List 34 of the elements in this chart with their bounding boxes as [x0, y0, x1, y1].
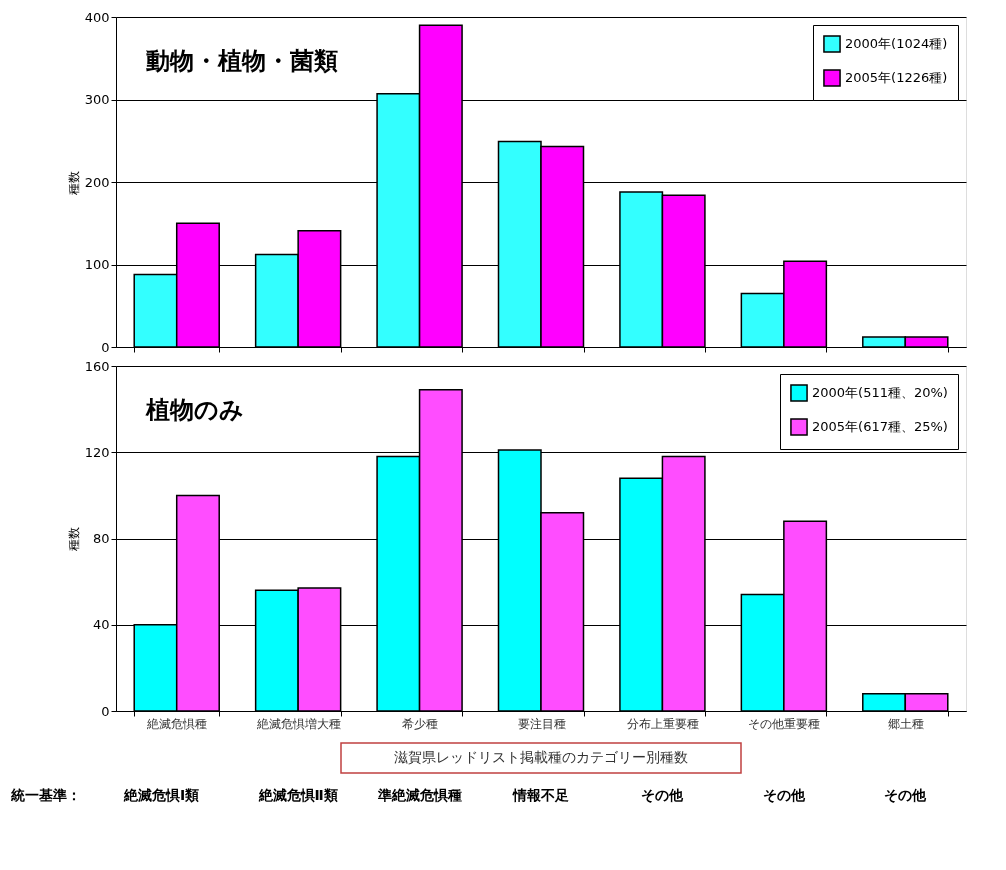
legend-label: 2005年(617種、25%)	[812, 419, 948, 434]
text: 絶滅危惧Ⅱ類	[257, 787, 338, 803]
y-tick-label: 80	[92, 531, 110, 546]
x-tick-label: 絶滅危惧増大種	[255, 716, 341, 731]
text: 動物・植物・菌類	[145, 47, 338, 75]
x-tick-label: その他重要種	[748, 716, 821, 731]
y-tick-label: 200	[84, 174, 110, 190]
y-tick-label: 100	[84, 257, 110, 272]
y-axis-title: 種数	[66, 170, 81, 195]
text: 植物のみ	[145, 396, 244, 424]
x-axis-title: 滋賀県レッドリスト掲載種のカテゴリー別種数	[394, 749, 688, 765]
text: 情報不足	[511, 787, 569, 803]
y-tick-label: 40	[92, 617, 110, 633]
legend-label: 2005年(1226種)	[845, 70, 948, 85]
y-tick-label: 400	[84, 9, 110, 25]
text: 準絶滅危惧種	[376, 787, 462, 803]
text: 統一基準：	[10, 787, 81, 803]
y-tick-label: 0	[101, 703, 110, 719]
x-tick-label: 要注目種	[517, 716, 566, 731]
x-tick-label: 絶滅危惧種	[146, 716, 208, 731]
legend-label: 2000年(511種、20%)	[812, 385, 948, 400]
y-tick-label: 120	[84, 444, 110, 460]
text: その他	[762, 787, 806, 803]
y-axis-title: 種数	[66, 527, 81, 551]
x-tick-label: 分布上重要種	[626, 716, 699, 731]
legend-label: 2000年(1024種)	[845, 36, 948, 51]
x-tick-label: 希少種	[402, 716, 439, 731]
y-tick-label: 160	[84, 358, 110, 374]
text: その他	[641, 787, 685, 803]
x-tick-label: 郷土種	[887, 716, 924, 731]
text: 絶滅危惧Ⅰ類	[123, 787, 200, 803]
text: その他	[884, 787, 928, 803]
y-tick-label: 300	[84, 92, 110, 107]
y-tick-label: 0	[101, 339, 110, 355]
